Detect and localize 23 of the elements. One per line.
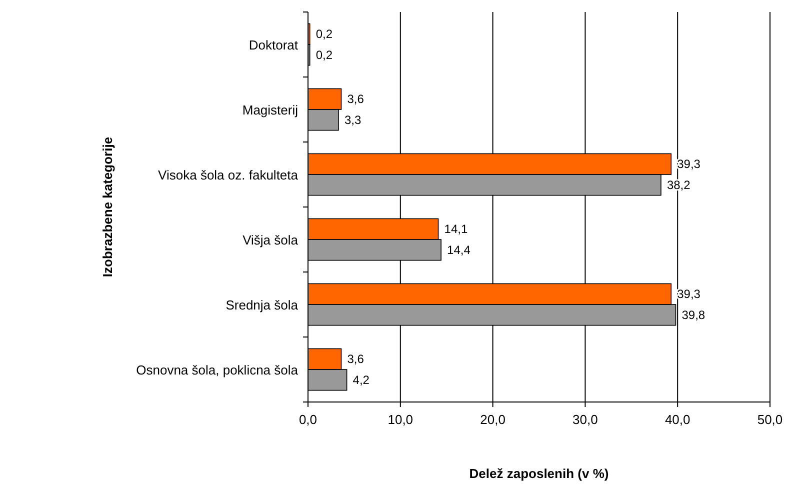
data-label: 14,4: [447, 242, 471, 257]
x-tick-label: 50,0: [757, 412, 783, 427]
y-tick-label: Višja šola: [242, 232, 299, 248]
x-tick-label: 40,0: [664, 412, 690, 427]
data-label: 3,6: [347, 352, 364, 366]
y-tick-label: Doktorat: [248, 38, 298, 52]
y-tick-label: Osnovna šola, poklicna šola: [136, 362, 299, 378]
data-label: 39,8: [682, 308, 706, 322]
x-tick-label: 10,0: [388, 412, 414, 427]
data-label: 0,2: [316, 27, 333, 42]
y-tick-label: Magisterij: [242, 102, 298, 118]
x-tick-label: 20,0: [480, 412, 506, 427]
y-tick-label: Srednja šola: [226, 298, 299, 312]
x-tick-label: 0,0: [298, 412, 318, 427]
y-tick-label: Visoka šola oz. fakulteta: [158, 168, 299, 182]
data-label: 3,3: [344, 112, 362, 127]
data-label: 0,2: [316, 48, 333, 62]
data-label: 4,2: [352, 372, 370, 387]
data-label: 3,6: [347, 92, 364, 106]
y-axis-title: Izobrazbene kategorije: [100, 136, 115, 278]
data-label: 14,1: [444, 222, 468, 236]
x-tick-label: 30,0: [572, 412, 598, 427]
x-axis-title: Delež zaposlenih (v %): [469, 466, 609, 481]
